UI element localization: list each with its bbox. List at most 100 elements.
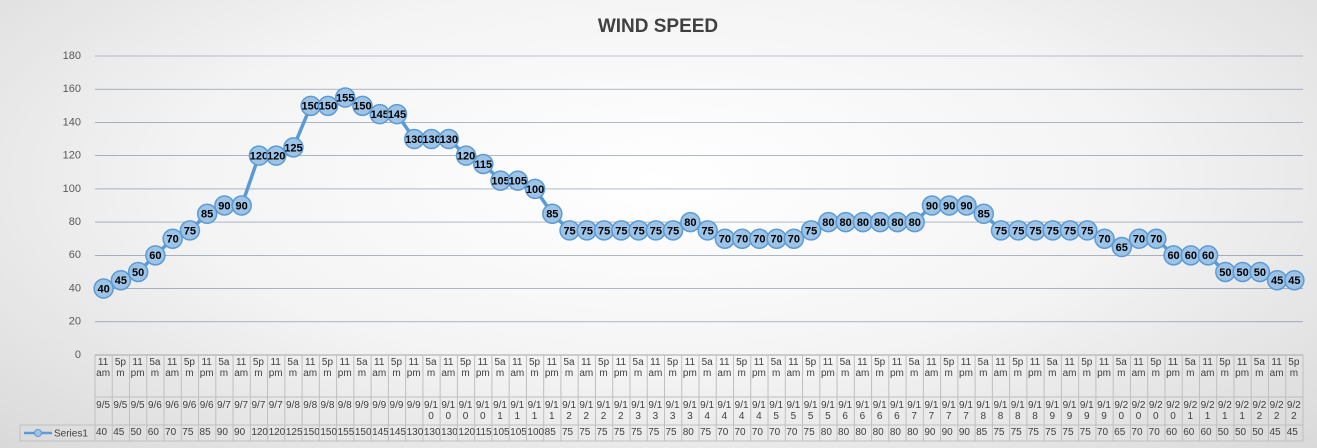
- table-value: 90: [924, 427, 936, 438]
- marker: [145, 245, 166, 266]
- table-value: 80: [820, 427, 832, 438]
- table-value: 130: [406, 427, 423, 438]
- category-label: 5am: [494, 357, 506, 379]
- table-value: 80: [907, 427, 919, 438]
- category-label: 11 am: [993, 357, 1008, 379]
- data-label: 145: [371, 109, 389, 121]
- marker: [386, 103, 408, 125]
- data-label: 105: [491, 175, 509, 187]
- category-label: 11 am: [372, 357, 387, 379]
- marker: [507, 170, 529, 191]
- data-label: 50: [132, 267, 144, 279]
- data-label: 75: [615, 225, 627, 237]
- table-value: 80: [889, 427, 901, 438]
- data-label: 75: [1081, 225, 1093, 237]
- category-date: 9/8: [320, 400, 335, 411]
- marker: [1077, 220, 1098, 241]
- category-label: 11 pm: [890, 357, 904, 379]
- table-value: 105: [510, 427, 527, 438]
- data-label: 60: [1202, 250, 1214, 262]
- category-label: 11 am: [786, 357, 801, 379]
- marker: [162, 228, 183, 249]
- data-label: 50: [1236, 267, 1248, 279]
- y-tick-label: 20: [69, 316, 81, 328]
- category-date: 9/20: [1148, 400, 1163, 422]
- data-label: 70: [788, 234, 800, 246]
- table-value: 60: [1200, 427, 1212, 438]
- marker: [265, 145, 287, 166]
- data-label: 40: [98, 283, 110, 295]
- table-value: 90: [941, 427, 953, 438]
- data-label: 150: [353, 101, 371, 113]
- table-value: 70: [1148, 427, 1160, 438]
- table-value: 130: [423, 427, 441, 438]
- table-value: 75: [993, 427, 1005, 438]
- data-label: 60: [149, 250, 161, 262]
- category-date: 9/9: [406, 400, 421, 411]
- category-label: 5am: [287, 357, 299, 379]
- table-value: 90: [234, 427, 246, 438]
- category-date: 9/15: [820, 400, 835, 422]
- y-tick-label: 40: [69, 282, 81, 294]
- category-label: 11 pm: [613, 357, 628, 379]
- category-label: 5pm: [252, 357, 264, 379]
- data-label: 90: [218, 200, 230, 212]
- category-label: 5am: [1253, 357, 1265, 379]
- data-label: 75: [184, 225, 196, 237]
- marker: [697, 220, 718, 241]
- category-date: 9/11: [527, 400, 542, 422]
- category-date: 9/22: [1269, 400, 1284, 422]
- category-date: 9/5: [113, 400, 128, 411]
- category-label: 5am: [839, 357, 851, 379]
- marker: [179, 220, 201, 241]
- category-label: 5am: [1115, 357, 1127, 379]
- category-label: 11 pm: [820, 357, 835, 379]
- category-label: 5pm: [1150, 357, 1162, 379]
- data-label: 130: [405, 134, 423, 146]
- table-value: 80: [855, 427, 867, 438]
- category-label: 5am: [425, 357, 437, 379]
- category-label: 5am: [701, 357, 713, 379]
- category-date: 9/8: [337, 400, 352, 411]
- data-label: 105: [509, 175, 527, 187]
- data-label: 80: [857, 217, 869, 229]
- category-date: 9/10: [458, 400, 473, 422]
- category-date: 9/6: [182, 400, 197, 411]
- marker: [662, 220, 684, 241]
- data-label: 150: [302, 101, 320, 113]
- category-label: 5pm: [390, 357, 403, 379]
- table-value: 70: [1096, 427, 1109, 438]
- table-value: 70: [717, 427, 729, 438]
- table-value: 85: [976, 427, 988, 438]
- data-label: 80: [874, 217, 886, 229]
- category-date: 9/7: [234, 400, 249, 411]
- table-value: 75: [1010, 427, 1022, 438]
- category-date: 9/9: [372, 400, 387, 411]
- category-label: 11 am: [924, 357, 939, 379]
- marker: [334, 87, 356, 108]
- marker: [956, 195, 977, 216]
- data-label: 80: [840, 217, 852, 229]
- category-label: 5pm: [874, 357, 886, 379]
- table-value: 60: [147, 427, 159, 438]
- marker: [196, 203, 218, 225]
- data-label: 80: [891, 217, 903, 229]
- category-label: 5am: [977, 357, 989, 379]
- data-label: 90: [926, 200, 938, 212]
- category-date: 9/18: [976, 400, 991, 422]
- marker: [473, 153, 494, 175]
- data-label: 75: [632, 225, 644, 237]
- data-label: 85: [546, 209, 558, 221]
- table-value: 80: [838, 427, 850, 438]
- category-date: 9/10: [424, 400, 438, 422]
- category-label: 5pm: [1012, 357, 1024, 379]
- category-date: 9/22: [1252, 400, 1267, 422]
- data-table-grid: [19, 355, 1304, 442]
- marker: [1146, 228, 1167, 249]
- data-label: 70: [719, 234, 731, 246]
- category-label: 11 am: [303, 357, 318, 379]
- data-label: 70: [753, 234, 765, 246]
- marker: [1111, 236, 1133, 258]
- data-label: 80: [909, 217, 921, 229]
